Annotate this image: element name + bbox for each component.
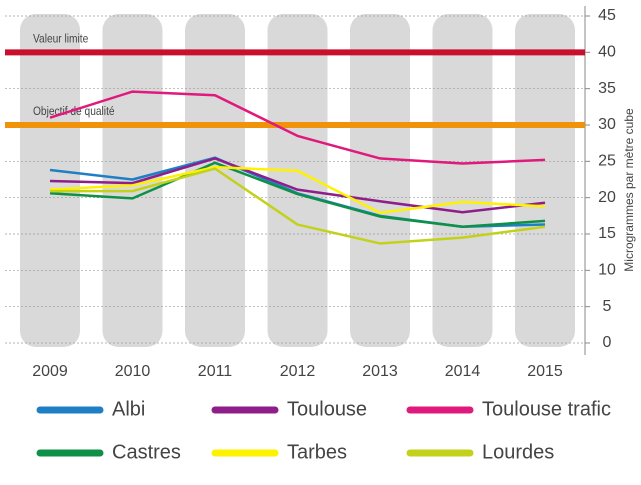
series-line [49,161,546,228]
x-tick-label: 2013 [362,363,398,380]
y-tick-label: 10 [598,262,616,279]
column-band [20,14,80,347]
y-tick-label: 20 [598,189,616,206]
y-tick-label: 35 [598,80,616,97]
legend-label: Toulouse [287,398,367,420]
column-band [350,14,410,347]
x-tick-label: 2009 [32,363,68,380]
x-tick-label: 2010 [115,363,151,380]
threshold-label: Objectif de qualité [33,105,115,118]
legend-label: Lourdes [482,441,554,463]
legend-label: Tarbes [287,441,347,463]
x-tick-label: 2014 [445,363,481,380]
y-axis-label: Microgrammes par mètre cube [622,108,636,272]
series-line [49,165,546,215]
y-tick-label: 30 [598,116,616,133]
legend-label: Albi [112,398,145,420]
y-tick-label: 0 [603,334,612,351]
x-tick-label: 2015 [527,363,563,380]
y-tick-label: 45 [598,7,616,24]
column-band [432,14,493,347]
series-line [49,157,546,214]
legend-label: Toulouse trafic [482,398,611,420]
column-band [267,14,328,347]
series-line [50,167,546,245]
series-line [49,90,546,165]
column-band [185,14,245,347]
y-tick-label: 5 [603,298,612,315]
column-band [515,14,575,347]
y-tick-label: 40 [598,44,616,61]
threshold-label: Valeur limite [33,33,88,46]
y-tick-label: 25 [598,153,616,170]
y-tick-label: 15 [598,225,616,242]
x-tick-label: 2011 [198,363,233,380]
legend-label: Castres [112,441,181,463]
x-tick-label: 2012 [280,363,316,380]
